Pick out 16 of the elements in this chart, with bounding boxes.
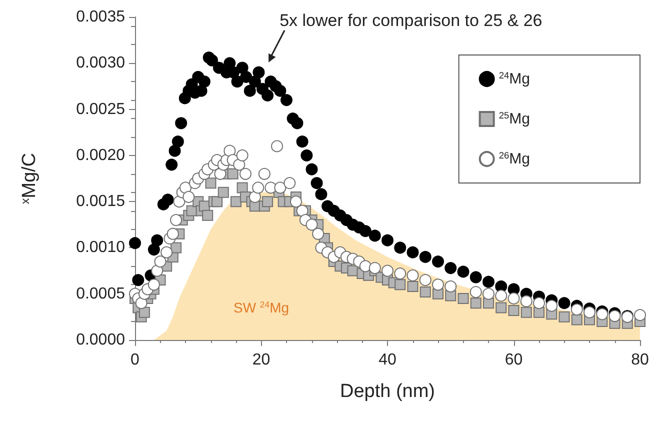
y-tick-label: 0.0015 <box>76 193 126 210</box>
y-tick-label: 0.0030 <box>76 54 126 72</box>
x-tick-label: 20 <box>252 352 270 368</box>
y-tick-label: 0.0010 <box>76 239 126 256</box>
y-tick-label: 0.0000 <box>76 332 126 348</box>
x-tick-label: 80 <box>631 352 649 368</box>
y-tick-label: 0.0035 <box>76 8 126 26</box>
y-tick-label: 0.0025 <box>76 100 126 118</box>
annotation: 5x lower for comparison to 25 & 26 <box>280 10 542 30</box>
x-tick-label: 0 <box>130 352 140 368</box>
x-tick-label: 60 <box>504 352 523 368</box>
x-tick-label: 40 <box>378 352 396 368</box>
y-tick-label: 0.0020 <box>76 146 126 164</box>
y-axis-title: xMg/C <box>18 152 40 204</box>
x-axis-title: Depth (nm) <box>340 381 436 402</box>
y-tick-label: 0.0005 <box>76 285 126 302</box>
